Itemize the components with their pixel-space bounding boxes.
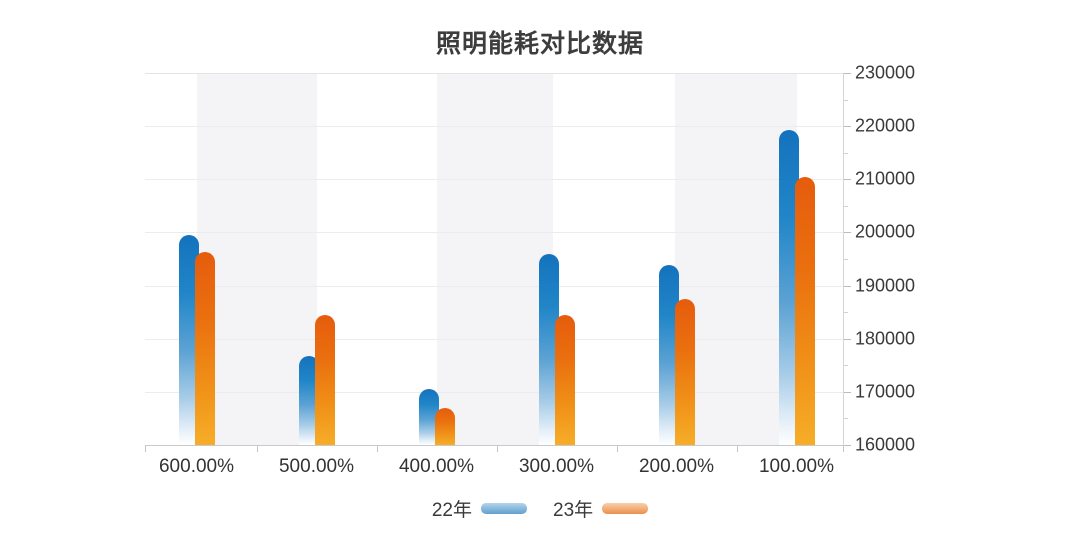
- y-axis-tick-label: 210000: [855, 168, 916, 189]
- y-axis-major-tick: [844, 285, 851, 287]
- y-axis-tick-label: 170000: [855, 381, 916, 402]
- legend: 22年 23年: [0, 495, 1080, 522]
- y-axis-tick-label: 180000: [855, 328, 916, 349]
- y-axis-tick-label: 160000: [855, 434, 916, 455]
- gridline: [145, 126, 843, 128]
- x-axis-tick: [145, 446, 146, 452]
- bar-22年-300.00%: [538, 254, 559, 445]
- x-axis-tick: [496, 446, 498, 452]
- x-axis-line: [145, 445, 848, 446]
- bar-23年-200.00%: [675, 299, 695, 445]
- bar-23年-400.00%: [435, 407, 455, 445]
- y-axis-major-tick: [844, 391, 851, 393]
- y-axis-minor-tick: [844, 152, 848, 154]
- gridline: [145, 391, 843, 393]
- gridline: [145, 232, 843, 234]
- y-axis-minor-tick: [844, 205, 848, 207]
- bar-22年-500.00%: [298, 355, 319, 445]
- legend-swatch-23-icon: [602, 503, 649, 514]
- x-axis-tick-label: 400.00%: [398, 456, 475, 477]
- chart-title: 照明能耗对比数据: [435, 30, 644, 58]
- y-axis-major-tick: [844, 73, 851, 74]
- bar-23年-300.00%: [555, 315, 575, 445]
- y-axis-tick-label: 220000: [855, 115, 916, 136]
- x-axis-tick-label: 500.00%: [278, 456, 355, 477]
- y-axis-minor-tick: [844, 99, 848, 101]
- y-axis-minor-tick: [844, 418, 848, 420]
- x-axis-tick-label: 100.00%: [758, 456, 835, 477]
- bar-23年-500.00%: [315, 315, 335, 445]
- y-axis-minor-tick: [844, 365, 848, 367]
- y-axis-major-tick: [844, 338, 851, 340]
- legend-item-series-23[interactable]: 23年: [553, 495, 649, 522]
- y-axis-line: [843, 73, 844, 450]
- x-axis-tick: [376, 446, 378, 452]
- y-axis-minor-tick: [844, 259, 848, 260]
- x-axis-tick-label: 300.00%: [518, 456, 595, 477]
- y-axis-tick-label: 230000: [855, 62, 916, 83]
- bar-22年-200.00%: [658, 264, 679, 445]
- y-axis-major-tick: [844, 232, 851, 234]
- y-axis-major-tick: [844, 445, 851, 446]
- x-axis-tick: [736, 446, 738, 452]
- y-axis-minor-tick: [844, 312, 848, 314]
- legend-swatch-22-icon: [481, 503, 527, 514]
- x-axis-tick-label: 200.00%: [638, 456, 715, 477]
- x-axis-tick: [843, 446, 844, 452]
- y-axis-major-tick: [844, 126, 851, 128]
- x-axis-tick-label: 600.00%: [158, 456, 235, 477]
- legend-label-22: 22年: [431, 500, 472, 521]
- y-axis-tick-label: 190000: [855, 275, 916, 296]
- bar-22年-600.00%: [178, 235, 199, 445]
- x-axis-tick: [256, 446, 258, 452]
- gridline: [145, 285, 843, 287]
- y-axis-major-tick: [844, 179, 851, 181]
- x-axis-tick: [616, 446, 618, 452]
- gridline: [145, 73, 843, 74]
- gridline: [145, 179, 843, 181]
- gridline: [145, 338, 843, 340]
- bar-22年-400.00%: [418, 389, 439, 445]
- y-axis-tick-label: 200000: [855, 221, 916, 242]
- plot-area: [145, 73, 851, 452]
- bar-23年-600.00%: [195, 252, 215, 445]
- legend-label-23: 23年: [553, 500, 594, 521]
- bar-22年-100.00%: [778, 130, 799, 445]
- bar-23年-100.00%: [795, 177, 815, 445]
- legend-item-series-22[interactable]: 22年: [432, 495, 527, 522]
